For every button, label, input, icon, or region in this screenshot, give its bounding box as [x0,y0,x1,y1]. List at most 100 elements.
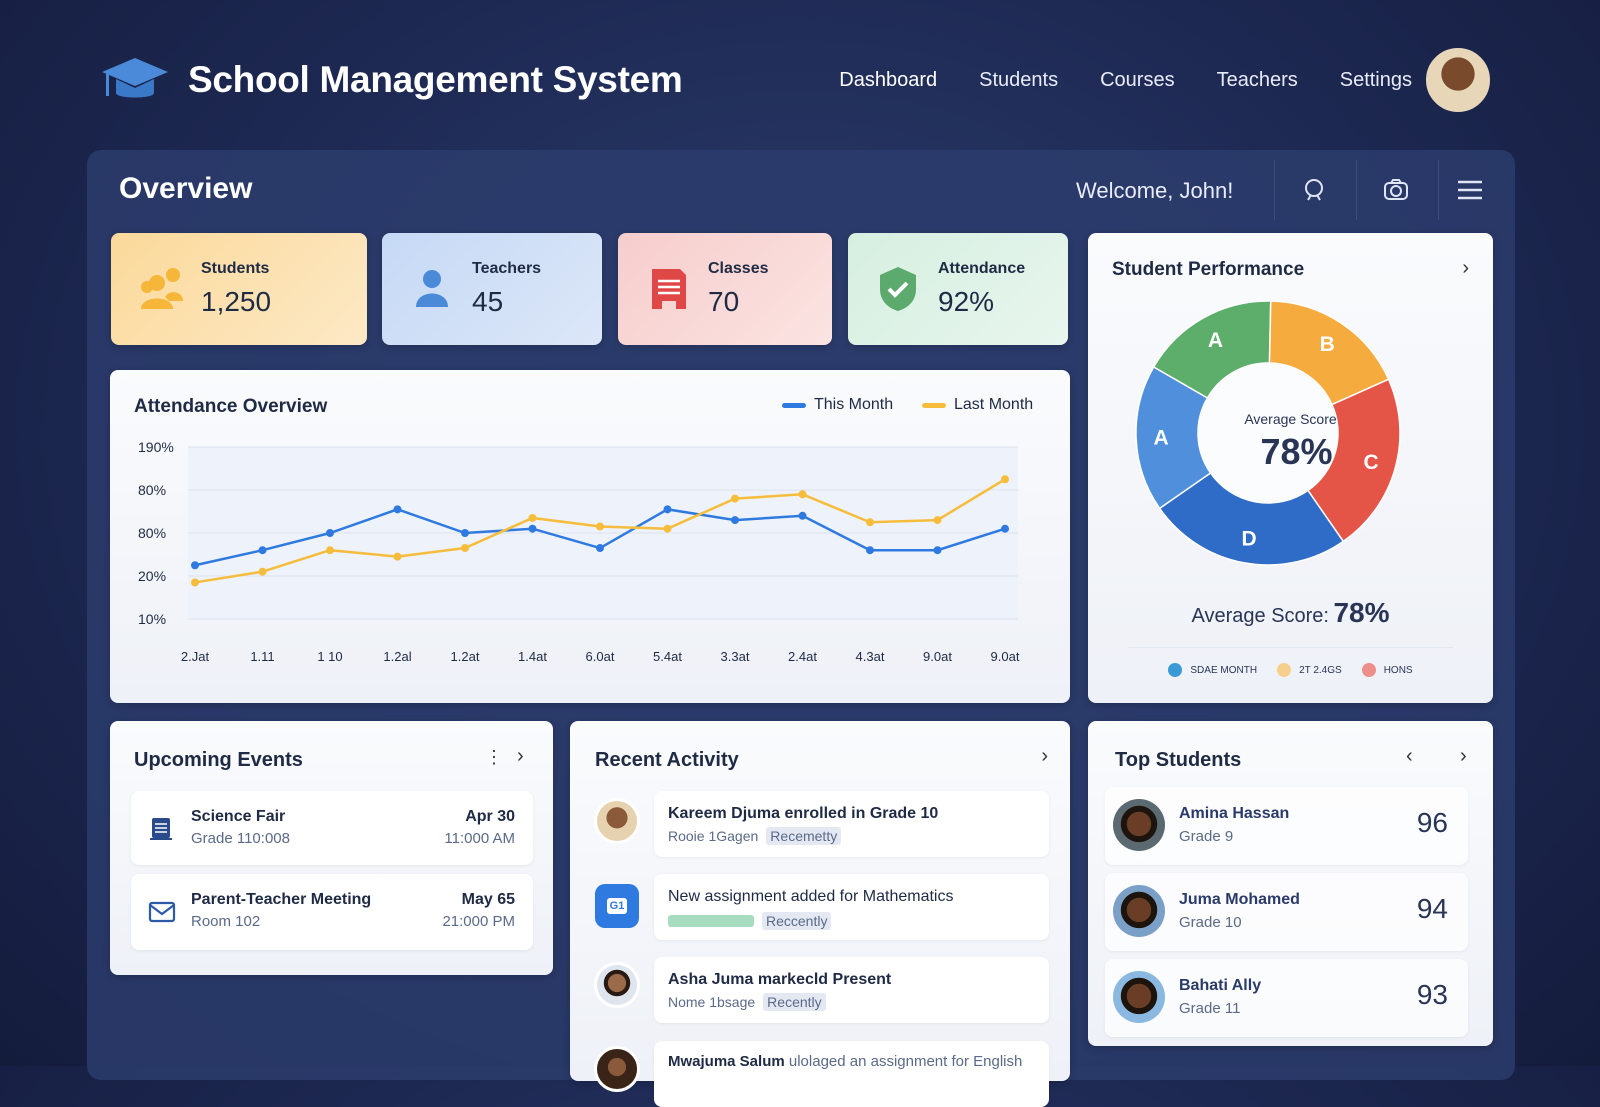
top-students-card: Top Students ‹ › Amina Hassan Grade 9 96… [1088,721,1493,1046]
more-options-icon[interactable]: ⋮ [485,747,503,767]
student-grade: Grade 10 [1179,914,1242,931]
x-tick-label: 2.Jat [181,649,210,664]
user-avatar[interactable] [1426,48,1490,112]
data-point[interactable] [596,522,604,531]
card-title: Recent Activity [595,749,739,771]
avatar [594,962,640,1008]
chevron-right-icon[interactable]: › [517,745,524,767]
data-point[interactable] [393,552,402,561]
nav-courses[interactable]: Courses [1100,68,1175,91]
progress-bar [668,915,754,927]
data-point[interactable] [731,516,739,525]
stat-card-classes[interactable]: Classes 70 [618,233,832,345]
data-point[interactable] [258,546,267,555]
activity-item[interactable]: Asha Juma markecld Present Nome 1bsage Re… [654,957,1049,1023]
activity-title: Kareem Djuma enrolled in Grade 10 [668,805,939,822]
data-point[interactable] [933,516,942,525]
student-grade: Grade 11 [1179,1000,1241,1017]
performance-donut-chart: A B C D A [1135,300,1401,566]
activity-item[interactable]: New assignment added for Mathematics Rec… [654,874,1049,940]
data-point[interactable] [326,546,334,555]
data-point[interactable] [258,567,267,576]
event-item[interactable]: Parent-Teacher Meeting Room 102 May 65 2… [131,874,533,950]
data-point[interactable] [528,513,537,522]
data-point[interactable] [191,578,199,587]
menu-icon[interactable] [1450,170,1490,210]
chevron-right-icon[interactable]: › [1460,745,1467,767]
data-point[interactable] [798,511,807,520]
data-point[interactable] [1001,475,1009,484]
activity-title: Mwajuma Salum ulolaged an assignment for… [668,1053,1022,1070]
data-point[interactable] [461,529,469,537]
nav-students[interactable]: Students [979,68,1059,91]
data-point[interactable] [326,529,334,537]
student-performance-card: Student Performance › A B C D A Average Scor… [1088,233,1493,703]
legend-label: SDAE MONTH [1190,664,1258,676]
data-point[interactable] [933,546,942,555]
nav-teachers[interactable]: Teachers [1216,68,1298,91]
search-icon[interactable] [1294,170,1334,210]
x-tick-label: 9.0at [923,649,952,664]
data-point[interactable] [1001,524,1009,533]
activity-item[interactable]: Kareem Djuma enrolled in Grade 10 Rooie … [654,791,1049,857]
data-point[interactable] [663,524,672,533]
top-student-row[interactable]: Juma Mohamed Grade 10 94 [1105,873,1468,951]
activity-time-tag: Recently [763,993,826,1011]
student-score: 96 [1416,807,1448,838]
top-student-row[interactable]: Amina Hassan Grade 9 96 [1105,787,1468,865]
attendance-overview-card: Attendance Overview This Month Last Mont… [110,370,1070,703]
stat-card-teachers[interactable]: Teachers 45 [382,233,602,345]
legend-dot [1361,663,1376,677]
stat-card-students[interactable]: Students 1,250 [111,233,367,345]
assignment-icon: G1 [595,884,639,928]
avatar [1113,885,1165,937]
legend-label: Last Month [954,396,1034,413]
data-point[interactable] [528,524,537,533]
chevron-right-icon[interactable]: › [1462,257,1469,279]
avatar [1113,799,1165,851]
student-name: Amina Hassan [1179,805,1290,822]
data-point[interactable] [663,505,672,514]
event-time: 21:000 PM [442,913,515,930]
card-title: Top Students [1115,749,1242,771]
nav-dashboard[interactable]: Dashboard [839,68,938,91]
stat-card-attendance[interactable]: Attendance 92% [848,233,1068,345]
chart-title: Attendance Overview [134,396,328,417]
slice-label: A [1208,329,1223,352]
nav-settings[interactable]: Settings [1339,68,1412,91]
data-point[interactable] [866,518,874,527]
average-score: Average Score: 78% [1088,597,1493,629]
x-tick-label: 1 10 [317,649,342,664]
top-student-row[interactable]: Bahati Ally Grade 11 93 [1105,959,1468,1037]
donut-center-label: Average Score [1244,411,1337,427]
average-score-value: 78% [1333,597,1390,628]
x-tick-label: 1.2al [383,649,411,664]
chevron-right-icon[interactable]: › [1041,745,1048,767]
legend-this-month[interactable]: This Month [782,396,893,414]
data-point[interactable] [596,544,604,553]
data-point[interactable] [393,505,402,514]
data-point[interactable] [461,544,469,553]
event-item[interactable]: Science Fair Grade 110:008 Apr 30 11:000… [131,791,533,865]
y-tick-label: 20% [138,568,166,584]
data-point[interactable] [866,546,874,555]
data-point[interactable] [798,490,807,499]
performance-legend: SDAE MONTH 2T 2.4GS HONS [1088,663,1493,677]
data-point[interactable] [191,561,199,570]
legend-last-month[interactable]: Last Month [922,396,1033,414]
legend-swatch [782,402,806,408]
document-icon [652,269,686,309]
activity-subtitle: Rooie 1Gagen Recemetty [668,827,842,845]
y-tick-label: 80% [138,525,166,541]
activity-title: New assignment added for Mathematics [668,888,954,905]
data-point[interactable] [731,494,739,503]
activity-title: Asha Juma markecld Present [668,971,892,988]
camera-icon[interactable] [1376,170,1416,210]
stat-label: Attendance [938,260,1026,277]
slice-label: C [1363,451,1378,474]
legend-label: This Month [814,396,894,413]
chevron-left-icon[interactable]: ‹ [1406,745,1413,767]
activity-item[interactable]: Mwajuma Salum ulolaged an assignment for… [654,1041,1049,1107]
event-title: Science Fair [191,808,286,825]
legend-item: HONS [1361,663,1413,677]
